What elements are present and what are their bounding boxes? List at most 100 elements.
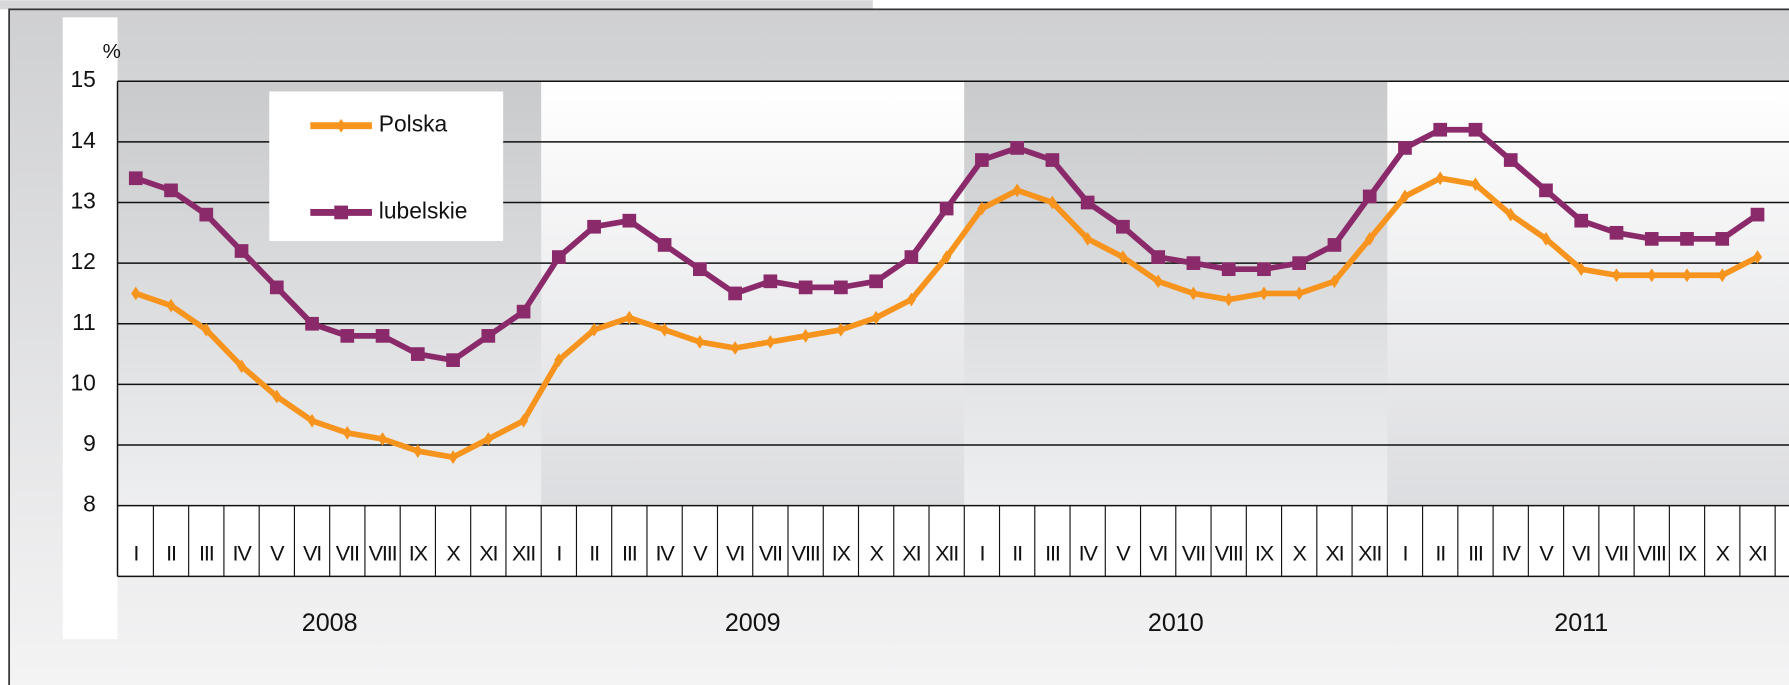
legend-label: lubelskie [379, 197, 468, 223]
marker [975, 153, 989, 167]
marker [765, 335, 775, 349]
marker [413, 444, 423, 458]
marker [1433, 122, 1448, 137]
marker [1506, 207, 1516, 222]
x-tick-label: IV [1502, 540, 1522, 565]
y-tick-label: 14 [70, 127, 96, 153]
marker [939, 201, 954, 216]
marker [1680, 232, 1694, 246]
y-tick-label: 12 [70, 248, 95, 274]
marker [551, 250, 566, 264]
marker [977, 201, 987, 216]
year-label: 2008 [302, 609, 358, 637]
marker [624, 310, 634, 325]
marker [836, 322, 846, 337]
x-tick-label: VIII [369, 540, 397, 565]
marker [234, 244, 249, 258]
marker [871, 310, 881, 325]
x-tick-label: V [1539, 540, 1554, 565]
x-tick-label: XI [1325, 540, 1343, 565]
marker [1012, 183, 1022, 198]
x-tick-label: II [1435, 540, 1445, 565]
marker [377, 432, 388, 446]
top-strip [0, 0, 873, 10]
x-tick-label: III [1468, 540, 1483, 565]
marker [201, 322, 211, 337]
x-tick-label: XI [479, 540, 497, 565]
x-tick-label: VIII [792, 540, 820, 565]
marker [657, 238, 672, 252]
x-tick-label: XII [1358, 540, 1381, 565]
marker [342, 426, 352, 440]
x-tick-label: I [133, 540, 138, 565]
marker [798, 280, 813, 295]
marker [236, 359, 247, 374]
marker [904, 250, 919, 264]
marker [1186, 256, 1201, 270]
marker [1221, 262, 1236, 277]
x-tick-label: II [1012, 540, 1022, 565]
year-label: 2009 [725, 609, 781, 637]
marker [305, 316, 319, 331]
marker [483, 432, 493, 446]
marker [307, 413, 317, 428]
x-tick-label: V [693, 540, 708, 565]
marker [1750, 207, 1765, 222]
marker [1468, 122, 1483, 137]
year-band [541, 81, 965, 506]
marker [1224, 292, 1234, 307]
marker [272, 389, 282, 404]
marker [481, 329, 496, 343]
legend-marker [334, 205, 348, 220]
x-tick-label: VI [1572, 540, 1590, 565]
marker [375, 329, 390, 343]
marker [1400, 189, 1410, 204]
y-tick-label: 15 [70, 66, 95, 92]
marker [693, 262, 707, 277]
marker [164, 183, 178, 198]
marker [1470, 177, 1481, 192]
y-tick-label: 13 [70, 188, 95, 214]
marker [340, 329, 355, 343]
x-tick-label: IX [1678, 540, 1697, 565]
marker [589, 322, 599, 337]
legend-box [269, 91, 504, 241]
x-tick-label: III [622, 540, 637, 565]
marker [516, 304, 531, 319]
x-tick-label: VII [1182, 540, 1205, 565]
marker [1503, 153, 1518, 167]
marker [1292, 256, 1307, 270]
marker [1574, 213, 1589, 228]
x-tick-label: XI [902, 540, 920, 565]
x-tick-label: IV [656, 540, 676, 565]
x-tick-label: VII [759, 540, 782, 565]
x-tick-label: II [166, 540, 176, 565]
marker [519, 413, 529, 428]
x-tick-label: II [589, 540, 599, 565]
x-tick-label: I [556, 540, 561, 565]
legend-marker [336, 118, 346, 133]
marker [1398, 141, 1412, 155]
marker [1116, 219, 1130, 234]
x-tick-label: VI [1149, 540, 1167, 565]
x-tick-label: X [869, 540, 883, 565]
marker [410, 347, 425, 361]
year-band [1387, 81, 1789, 506]
marker [1539, 183, 1553, 198]
year-band [964, 81, 1388, 506]
axis-column [62, 17, 118, 640]
month-row [1387, 505, 1789, 577]
x-tick-label: VII [336, 540, 359, 565]
marker [730, 341, 740, 355]
marker [128, 171, 143, 186]
year-label: 2010 [1148, 609, 1204, 637]
y-unit: % [103, 40, 121, 63]
x-tick-label: X [1293, 540, 1307, 565]
y-tick-label: 10 [70, 369, 95, 395]
marker [695, 335, 705, 349]
x-tick-label: I [1403, 540, 1408, 565]
marker [906, 292, 916, 307]
marker [1257, 262, 1271, 277]
marker [587, 219, 601, 234]
